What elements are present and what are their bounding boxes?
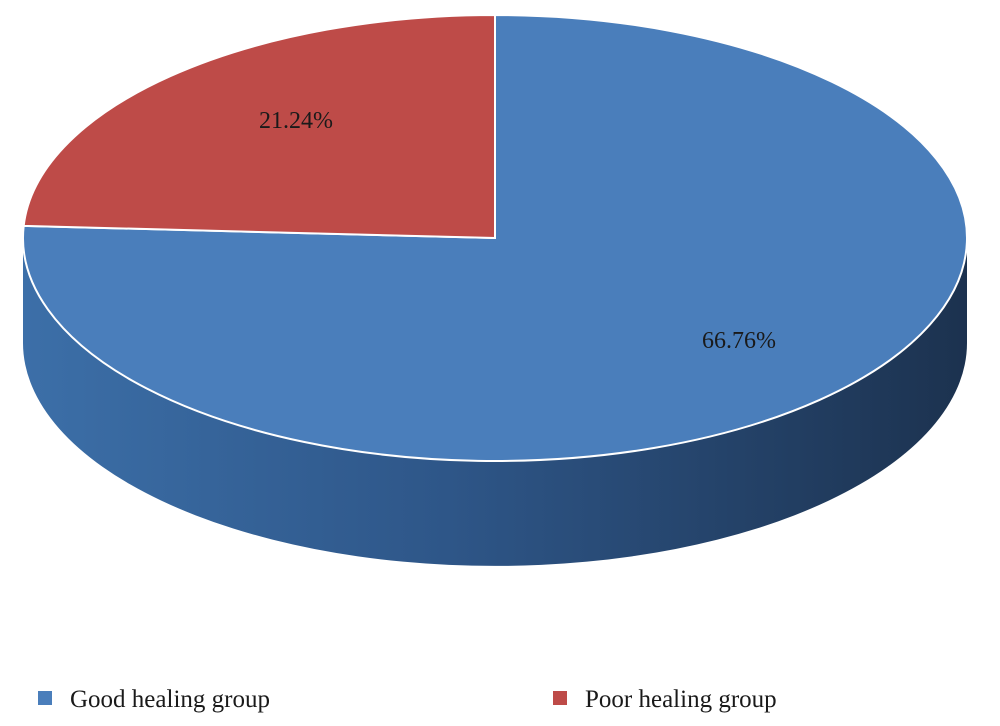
pie-side-wall-shape (23, 238, 967, 566)
legend-item-poor-healing: Poor healing group (553, 686, 777, 713)
label-good-healing: 66.76% (702, 328, 776, 354)
pie-side-wall (23, 238, 967, 566)
pie-top-face (22, 13, 968, 462)
legend-label: Poor healing group (585, 686, 777, 713)
legend-swatch (38, 691, 52, 705)
legend-item-good-healing: Good healing group (38, 686, 270, 713)
slice-poor-healing (22, 13, 496, 240)
legend: Good healing group Poor healing group (38, 686, 777, 713)
label-poor-healing: 21.24% (259, 108, 333, 134)
legend-label: Good healing group (70, 686, 270, 713)
pie-labels: 21.24% 66.76% (259, 108, 776, 354)
legend-swatch (553, 691, 567, 705)
